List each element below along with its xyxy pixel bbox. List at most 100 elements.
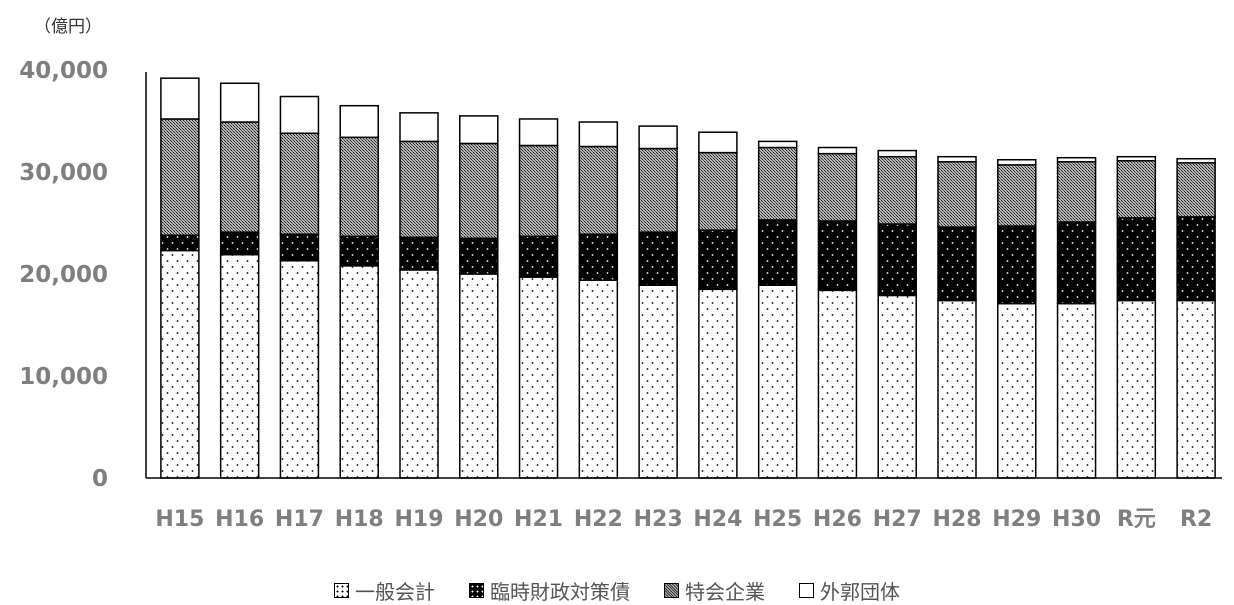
x-tick-label: H15 [155,507,204,532]
bar-segment-enterprise [578,145,619,235]
bar-segment-general [1116,299,1157,479]
legend-label-special-bond: 臨時財政対策債 [490,580,630,604]
bar-segment-external [399,112,439,143]
bar-segment-general [339,265,379,479]
y-tick-label: 40,000 [19,58,108,84]
bar-segment-general [459,273,499,479]
bar-segment-enterprise [698,151,738,231]
legend-swatch-external [799,583,814,598]
bar-segment-special-bond [1116,217,1157,302]
bar-segment-general [578,279,619,479]
legend-item-special-bond: 臨時財政対策債 [469,576,630,605]
bar-segment-external [279,95,320,134]
labels-layer: H15 H16 H17 H18 H19 H20 H21 H22 H23 H24 H25 H26 H27 H… [19,58,1212,532]
bar-segment-special-bond [160,234,200,252]
bar-segment-general [399,269,439,479]
bar-segment-enterprise [638,147,678,233]
x-tick-label: H28 [932,507,981,532]
bar-segment-enterprise [279,132,320,235]
y-tick-label: 0 [92,466,108,492]
legend-swatch-enterprise [664,583,679,598]
bar-segment-general [1176,299,1216,479]
bar-segment-special-bond [459,237,499,275]
x-tick-label: H23 [634,507,683,532]
bar-segment-general [698,288,738,479]
bar-segment-general [1056,302,1097,479]
y-tick-label: 10,000 [19,364,108,390]
bar-segment-enterprise [1116,160,1157,219]
unit-label: （億円） [34,17,102,37]
bar-segment-general [518,276,559,479]
bar-segment-special-bond [279,233,320,262]
legend-item-general: 一般会計 [334,576,435,605]
bar-segment-external [459,115,499,145]
bar-segment-enterprise [518,144,559,238]
bar-segment-general [219,253,260,479]
bar-segment-special-bond [339,235,379,267]
x-tick-label: R元 [1117,507,1156,532]
bar-segment-enterprise [399,140,439,239]
x-tick-label: H27 [873,507,922,532]
bar-segment-enterprise [937,161,977,228]
bar-segment-external [518,118,559,147]
legend-swatch-special-bond [469,583,484,598]
x-tick-label: H26 [813,507,862,532]
axes-layer [145,72,1222,479]
bar-segment-external [698,131,738,154]
bar-segment-enterprise [1176,162,1216,218]
bar-segment-external [219,82,260,123]
bars-layer [160,77,1216,479]
x-tick-label: H16 [215,507,264,532]
bar-segment-general [160,249,200,479]
bar-segment-enterprise [877,155,917,225]
bar-segment-special-bond [1176,216,1216,302]
x-tick-label: H17 [275,507,324,532]
bar-segment-special-bond [219,231,260,256]
x-tick-label: H19 [394,507,443,532]
x-tick-label: H30 [1052,507,1101,532]
bar-segment-external [1116,155,1157,162]
x-tick-label: H22 [574,507,623,532]
legend-item-external: 外郭団体 [799,576,900,605]
legend-label-enterprise: 特会企業 [685,580,765,604]
bar-segment-special-bond [997,225,1037,305]
x-tick-label: H21 [514,507,563,532]
legend-label-external: 外郭団体 [820,580,900,604]
x-tick-label: H18 [335,507,384,532]
y-tick-label: 20,000 [19,262,108,288]
bar-segment-external [339,104,379,139]
bar-segment-external [578,121,619,148]
bar-segment-external [937,155,977,163]
bar-segment-general [638,284,678,479]
bar-segment-special-bond [578,233,619,281]
bar-segment-special-bond [817,220,858,292]
bar-segment-enterprise [757,146,798,221]
bar-segment-general [937,299,977,479]
bar-segment-external [1176,157,1216,164]
x-tick-label: H29 [992,507,1041,532]
bar-segment-enterprise [339,136,379,238]
legend: 一般会計 臨時財政対策債 特会企業 外郭団体 [0,576,1234,605]
x-tick-label: H25 [753,507,802,532]
bar-segment-enterprise [997,164,1037,227]
x-tick-label: R2 [1180,507,1212,532]
bar-segment-external [997,159,1037,166]
bar-segment-special-bond [877,223,917,297]
bar-segment-special-bond [518,235,559,278]
x-tick-label: H24 [693,507,742,532]
bar-segment-special-bond [399,236,439,271]
bar-segment-special-bond [638,231,678,286]
bar-segment-enterprise [459,142,499,240]
bar-segment-special-bond [937,226,977,302]
bar-segment-enterprise [219,121,260,233]
bar-segment-external [877,149,917,158]
bar-segment-special-bond [757,219,798,286]
legend-item-enterprise: 特会企業 [664,576,765,605]
bar-segment-external [817,146,858,155]
bar-segment-enterprise [817,152,858,222]
bar-segment-special-bond [1056,221,1097,305]
bar-segment-general [817,289,858,479]
bar-segment-enterprise [1056,161,1097,223]
bar-segment-general [757,284,798,479]
